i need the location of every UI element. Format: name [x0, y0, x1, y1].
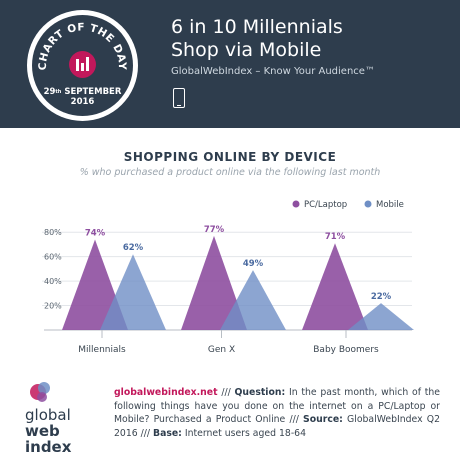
y-tick-label: 20% [44, 302, 62, 311]
x-category-label: Baby Boomers [313, 345, 379, 355]
page-subtitle: GlobalWebIndex – Know Your Audience™ [171, 66, 375, 77]
badge-date-year: 2016 [70, 97, 95, 107]
badge-date: 29th SEPTEMBER 2016 [32, 87, 133, 107]
legend-label: PC/Laptop [304, 200, 347, 210]
pc-laptop-triangle [181, 235, 247, 330]
mobile-value-label: 22% [371, 292, 392, 302]
mobile-triangle [348, 303, 414, 330]
title-line-2: Shop via Mobile [171, 39, 322, 61]
y-tick-label: 80% [44, 228, 62, 237]
badge-date-day: 29 [43, 87, 56, 97]
legend-marker [292, 200, 300, 208]
chart-area: 80% 60% 40% 20% PC/Laptop Mobile 74% 62% Millenn… [42, 200, 414, 355]
y-tick-label: 40% [44, 277, 62, 286]
footer-sep-2: /// [289, 414, 304, 425]
mobile-triangle [220, 270, 286, 330]
title-line-1: 6 in 10 Millennials [171, 16, 343, 38]
x-category-label: Millennials [78, 345, 126, 355]
footer-question-text: In the past month, which of the followin… [114, 387, 440, 425]
page-title: 6 in 10 Millennials Shop via Mobile [171, 16, 343, 62]
chart-title: SHOPPING ONLINE BY DEVICE [123, 150, 337, 164]
logo-word-web: web [25, 422, 60, 440]
chart-subtitle: % who purchased a product online via the… [79, 167, 381, 178]
footer-source-note: globalwebindex.net /// Question: In the … [114, 386, 440, 440]
mobile-value-label: 62% [123, 243, 144, 253]
footer-question-label: Question: [234, 387, 286, 398]
x-category-label: Gen X [208, 345, 235, 355]
footer-base-label: Base: [152, 427, 182, 439]
badge-inner: CHART OF THE DAY 29th SEPTEMBER 2016 [32, 15, 133, 116]
badge-date-month: SEPTEMBER [64, 87, 122, 97]
pc-laptop-triangle [302, 243, 368, 330]
y-tick-label: 60% [44, 253, 62, 262]
mobile-phone-icon [173, 88, 185, 108]
pc-laptop-value-label: 74% [85, 229, 106, 239]
legend-marker [364, 200, 372, 208]
footer-source-label: Source: [303, 414, 343, 425]
logo-word-global: global [25, 406, 71, 424]
footer-sep-1: /// [217, 387, 235, 398]
legend-label: Mobile [376, 200, 404, 210]
mobile-value-label: 49% [243, 259, 264, 269]
pc-laptop-value-label: 77% [204, 225, 225, 235]
bar-chart-icon [69, 51, 96, 78]
footer-base-text: Internet users aged 18-64 [181, 427, 306, 439]
badge-date-suffix: th [55, 89, 62, 95]
pc-laptop-value-label: 71% [325, 232, 346, 242]
footer-source-text: GlobalWebIndex Q2 2016 [114, 414, 440, 439]
footer-sep-3: /// [140, 427, 153, 439]
chart-of-the-day-badge: CHART OF THE DAY 29th SEPTEMBER 2016 [27, 10, 138, 121]
globalwebindex-logo: global web index [22, 376, 102, 456]
header-banner: CHART OF THE DAY 29th SEPTEMBER 2016 6 i… [0, 0, 460, 128]
logo-word-index: index [25, 438, 72, 456]
mobile-triangle [100, 254, 166, 330]
footer-site-link[interactable]: globalwebindex.net [114, 387, 218, 398]
